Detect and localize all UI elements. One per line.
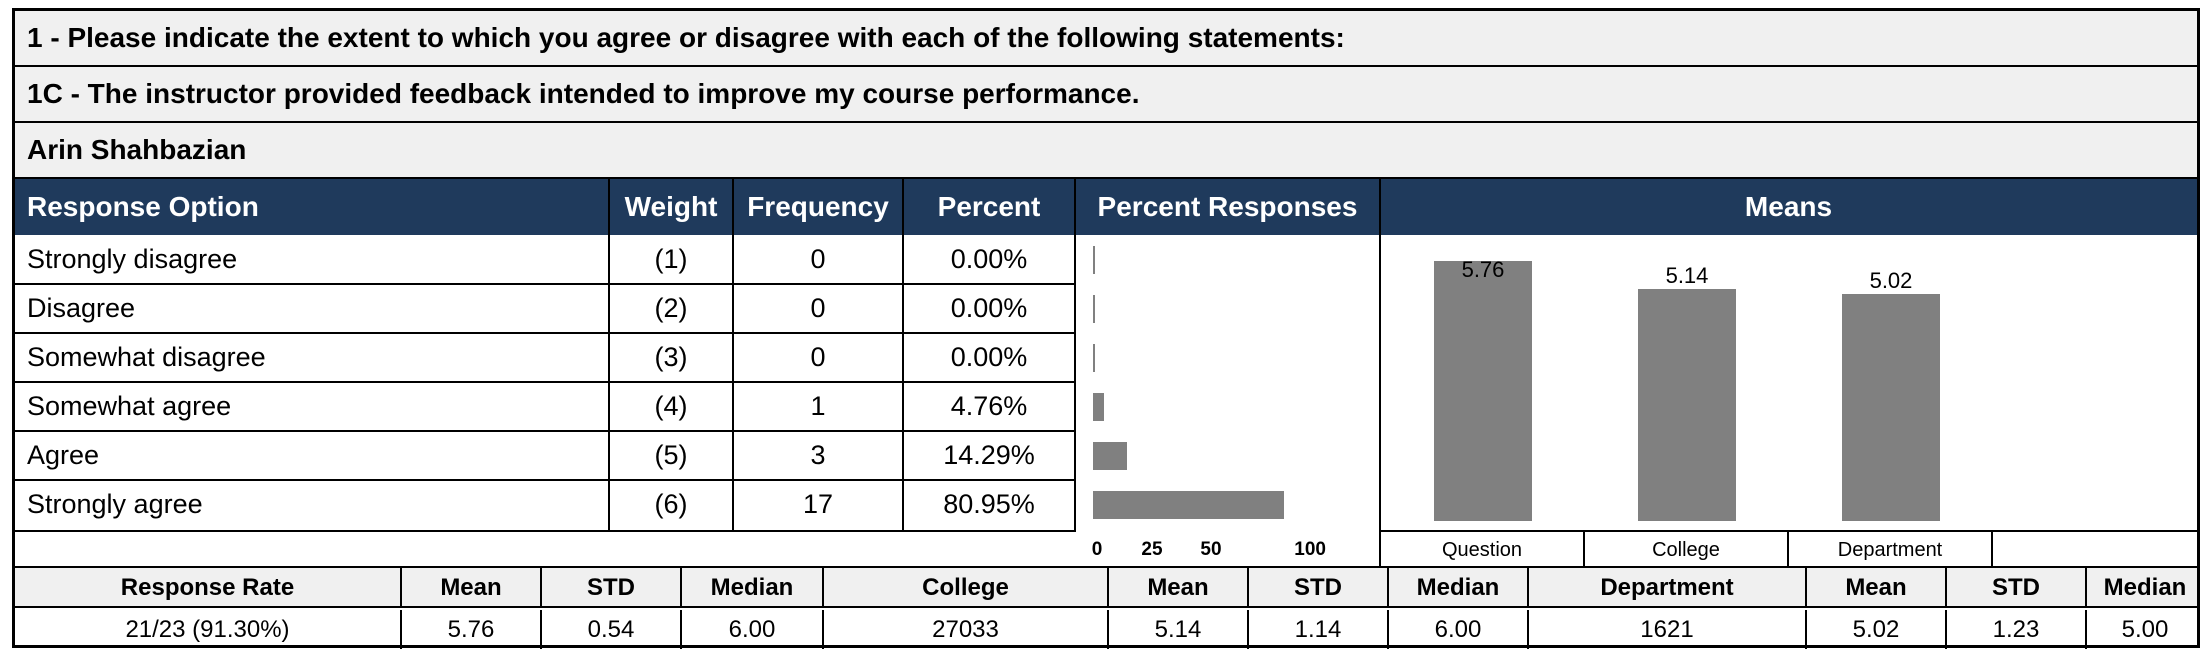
section-title: 1 - Please indicate the extent to which … [15, 11, 2197, 67]
means-data-label: 5.02 [1869, 268, 1913, 294]
instructor-name: Arin Shahbazian [15, 123, 2197, 179]
means-bar-college [1638, 288, 1736, 521]
header-response-option: Response Option [27, 191, 259, 222]
row-frequency: 0 [810, 244, 826, 274]
summary-header: STD [1947, 568, 2087, 608]
percent-tick-label: 25 [1141, 539, 1163, 560]
divider [902, 179, 904, 532]
summary-value: 6.00 [682, 610, 824, 649]
summary-value: 21/23 (91.30%) [15, 610, 402, 649]
divider [15, 530, 1075, 532]
row-weight: (3) [654, 342, 688, 372]
means-data-label: 5.76 [1461, 256, 1505, 282]
percent-bar-4 [1093, 393, 1105, 421]
percent-tick-label: 0 [1091, 539, 1103, 560]
summary-value: 5.76 [402, 610, 542, 649]
evaluation-report: 1 - Please indicate the extent to which … [12, 8, 2200, 649]
means-data-label: 5.14 [1665, 262, 1709, 288]
summary-value: 6.00 [1389, 610, 1529, 649]
summary-value: 0.54 [542, 610, 682, 649]
row-percent: 4.76% [950, 391, 1028, 421]
row-frequency: 17 [802, 489, 834, 519]
divider [15, 566, 2197, 568]
row-divider [15, 283, 1075, 285]
summary-value: 1.14 [1249, 610, 1389, 649]
divider [1074, 179, 1076, 532]
means-category-label: College [1585, 532, 1789, 568]
summary-header: Department [1529, 568, 1807, 608]
summary-value: 1621 [1529, 610, 1807, 649]
table-header: Response Option Weight Frequency Percent… [15, 179, 2197, 235]
summary-header: Mean [402, 568, 542, 608]
summary-header: STD [1249, 568, 1389, 608]
percent-bar-2 [1093, 295, 1095, 323]
percent-tick-label: 50 [1200, 539, 1222, 560]
means-bar-question [1434, 260, 1532, 521]
row-option: Strongly disagree [27, 244, 238, 274]
divider [1379, 530, 2197, 532]
row-frequency: 0 [810, 342, 826, 372]
row-frequency: 0 [810, 293, 826, 323]
percent-tick-label: 100 [1294, 539, 1326, 560]
row-option: Somewhat agree [27, 391, 232, 421]
divider [732, 179, 734, 532]
means-bar-department [1842, 294, 1940, 521]
header-percent-responses: Percent Responses [1097, 191, 1358, 222]
row-option: Strongly agree [27, 489, 203, 519]
percent-bar-5 [1093, 442, 1127, 470]
header-percent: Percent [937, 191, 1041, 222]
row-frequency: 3 [810, 440, 826, 470]
summary-value: 5.02 [1807, 610, 1947, 649]
row-option: Somewhat disagree [27, 342, 266, 372]
row-percent: 0.00% [950, 293, 1028, 323]
summary-value: 27033 [824, 610, 1109, 649]
question-title: 1C - The instructor provided feedback in… [15, 67, 2197, 123]
percent-bar-3 [1093, 344, 1095, 372]
row-weight: (6) [654, 489, 688, 519]
row-percent: 14.29% [943, 440, 1035, 470]
row-percent: 0.00% [950, 342, 1028, 372]
summary-value: 5.14 [1109, 610, 1249, 649]
row-option: Agree [27, 440, 100, 470]
summary-header-row: Response Rate Mean STD Median College Mean STD… [15, 568, 2197, 608]
summary-header: Response Rate [15, 568, 402, 608]
row-divider [15, 479, 1075, 481]
header-frequency: Frequency [747, 191, 889, 222]
row-weight: (1) [654, 244, 688, 274]
summary-header: College [824, 568, 1109, 608]
header-means: Means [1744, 191, 1833, 222]
summary-value: 1.23 [1947, 610, 2087, 649]
means-category-label: Question [1381, 532, 1585, 568]
divider [1379, 179, 1381, 568]
summary-header: Mean [1807, 568, 1947, 608]
summary-table: Response Rate Mean STD Median College Mean STD… [15, 568, 2197, 649]
summary-value: 5.00 [2121, 616, 2169, 643]
summary-header: Median [682, 568, 824, 608]
means-category-label: Department [1789, 532, 1993, 568]
summary-header: STD [542, 568, 682, 608]
row-weight: (5) [654, 440, 688, 470]
percent-bar-6 [1093, 491, 1285, 519]
summary-header: Median [2103, 574, 2187, 601]
row-option: Disagree [27, 293, 136, 323]
divider [608, 179, 610, 532]
row-divider [15, 381, 1075, 383]
row-weight: (4) [654, 391, 688, 421]
header-weight: Weight [624, 191, 718, 222]
percent-bar-1 [1093, 246, 1095, 274]
row-frequency: 1 [810, 391, 826, 421]
row-divider [15, 332, 1075, 334]
row-weight: (2) [654, 293, 688, 323]
summary-header: Median [1389, 568, 1529, 608]
row-percent: 0.00% [950, 244, 1028, 274]
row-percent: 80.95% [943, 489, 1035, 519]
row-divider [15, 430, 1075, 432]
summary-header: Mean [1109, 568, 1249, 608]
